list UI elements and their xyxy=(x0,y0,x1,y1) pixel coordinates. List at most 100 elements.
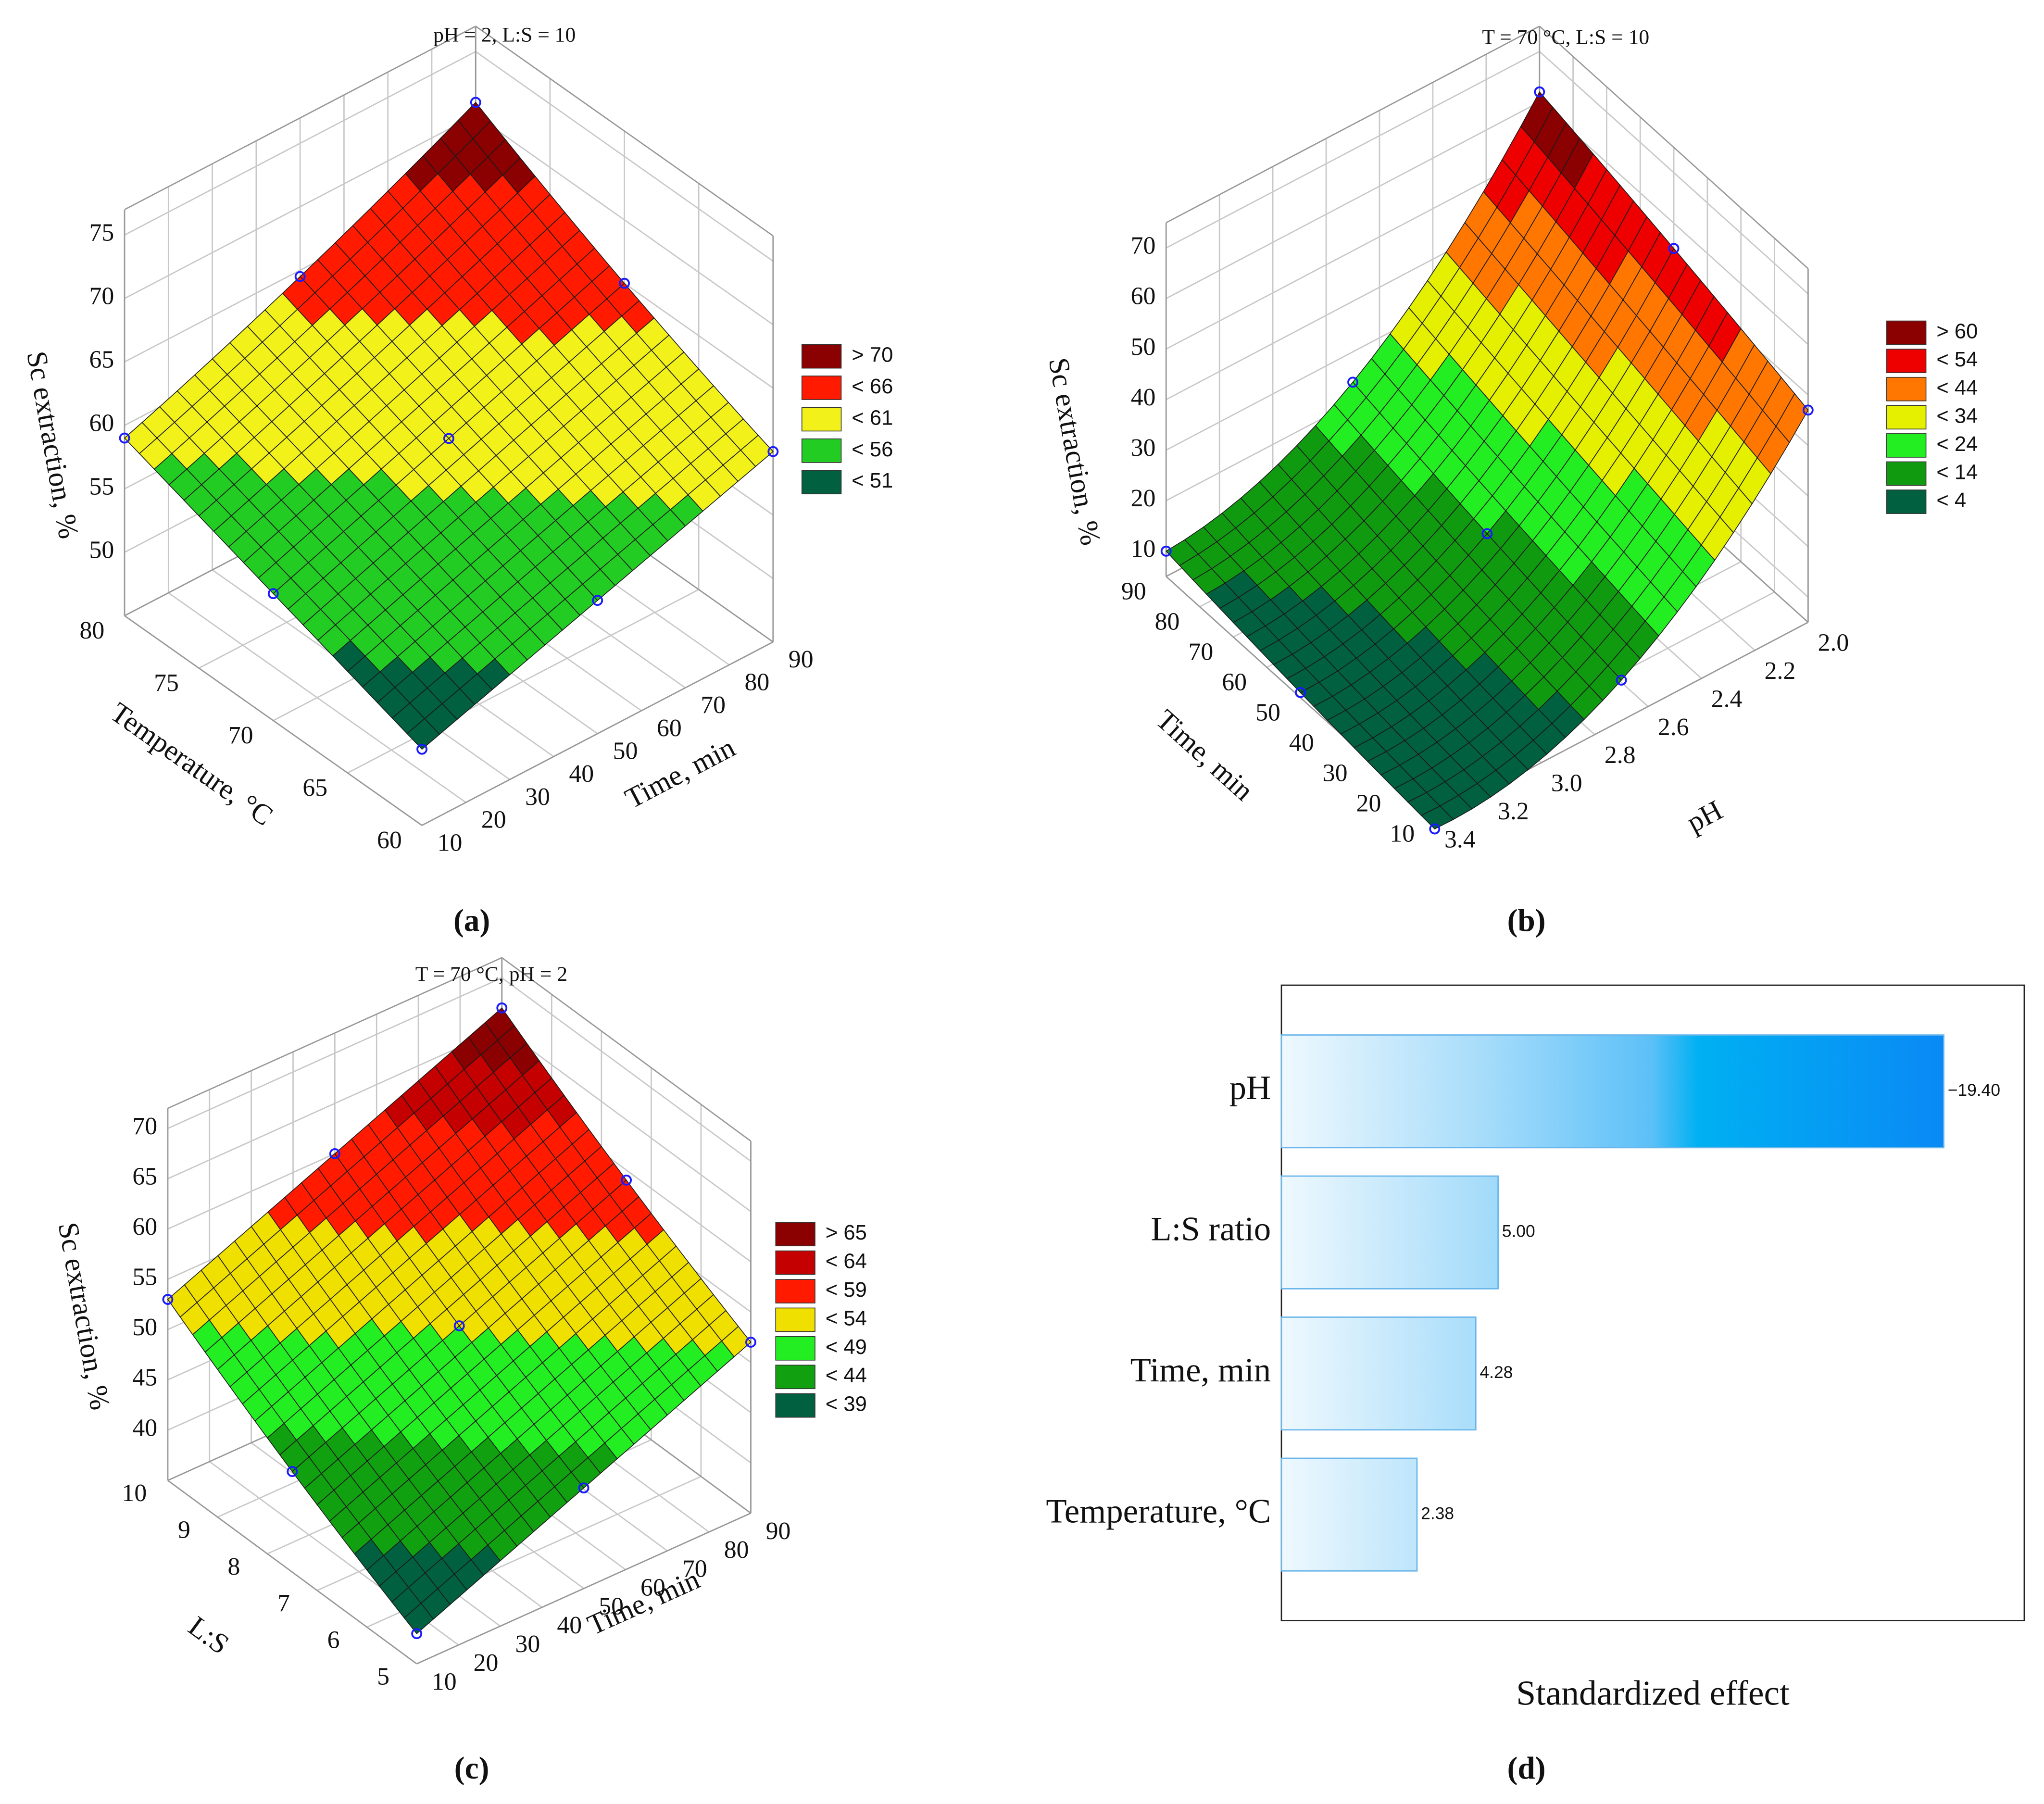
z-tick-label: 30 xyxy=(1131,434,1156,462)
z-tick-label: 70 xyxy=(1131,232,1156,260)
category-label: pH xyxy=(1229,1069,1271,1107)
z-axis-title: Sc extraction, % xyxy=(21,349,85,541)
y-tick-label: 50 xyxy=(613,738,638,765)
y-tick-label: 50 xyxy=(599,1593,624,1620)
legend-label: < 64 xyxy=(826,1250,867,1273)
y-tick-label: 10 xyxy=(438,829,463,856)
z-tick-label: 75 xyxy=(89,219,114,247)
z-tick-label: 20 xyxy=(1131,485,1156,512)
y-tick-label: 20 xyxy=(481,806,506,834)
x-tick-label: 30 xyxy=(1323,759,1348,787)
surface-point xyxy=(470,97,481,108)
z-tick-label: 65 xyxy=(132,1163,157,1190)
y-tick-label: 20 xyxy=(474,1649,499,1677)
x-axis-title: L:S xyxy=(183,1610,235,1661)
y-tick-label: 30 xyxy=(525,783,550,811)
box-edge xyxy=(501,957,752,1142)
surface-point xyxy=(619,277,630,289)
box-edge xyxy=(1166,25,1540,224)
legend-swatch xyxy=(1886,349,1927,374)
z-axis-title: Sc extraction, % xyxy=(52,1220,116,1412)
x-tick-label: 80 xyxy=(80,617,105,644)
legend-label: < 49 xyxy=(826,1336,867,1359)
x-tick-label: 9 xyxy=(178,1516,190,1544)
y-tick-label: 60 xyxy=(657,714,682,742)
x-axis-title: Temperature, °C xyxy=(105,696,279,832)
surface-point xyxy=(416,743,428,755)
z-tick-label: 40 xyxy=(132,1414,157,1441)
box-edge xyxy=(1539,25,1809,269)
surface-point xyxy=(267,588,279,600)
y-tick-label: 2.0 xyxy=(1818,629,1849,657)
z-tick-label: 60 xyxy=(89,410,114,437)
x-tick-label: 65 xyxy=(302,774,327,802)
legend-swatch xyxy=(1886,433,1927,458)
value-label: 4.28 xyxy=(1480,1363,1513,1382)
x-tick-label: 7 xyxy=(277,1590,290,1617)
legend-label: < 61 xyxy=(852,406,893,429)
wall-grid-line xyxy=(501,1027,752,1212)
legend-swatch xyxy=(775,1336,815,1361)
surface-cell xyxy=(403,1603,434,1634)
y-tick-label: 2.4 xyxy=(1711,685,1743,713)
x-tick-label: 10 xyxy=(1390,820,1415,847)
legend-swatch xyxy=(801,344,842,369)
surface-point xyxy=(592,595,603,606)
surface-point xyxy=(329,1148,340,1159)
wall-grid-line xyxy=(167,977,502,1129)
y-tick-label: 80 xyxy=(724,1536,749,1564)
x-tick-label: 5 xyxy=(377,1663,389,1691)
z-tick-label: 60 xyxy=(132,1213,157,1240)
y-tick-label: 10 xyxy=(432,1668,457,1695)
x-tick-label: 90 xyxy=(1121,577,1146,605)
y-tick-label: 60 xyxy=(640,1574,665,1602)
x-tick-label: 80 xyxy=(1155,608,1180,635)
legend-swatch xyxy=(1886,376,1927,401)
surface-point xyxy=(294,271,306,282)
z-tick-label: 55 xyxy=(132,1264,157,1291)
surface-point xyxy=(767,446,779,457)
x-tick-label: 60 xyxy=(1222,668,1247,696)
surface-point xyxy=(411,1628,423,1640)
surface-point xyxy=(453,1320,465,1331)
legend-swatch xyxy=(775,1279,815,1303)
legend-label: < 4 xyxy=(1936,489,1966,512)
y-tick-label: 30 xyxy=(515,1630,540,1658)
wall-grid-line xyxy=(1539,51,1809,295)
wall-grid-line xyxy=(124,51,476,236)
chart-title: pH = 2, L:S = 10 xyxy=(433,23,576,46)
legend-swatch xyxy=(775,1222,815,1247)
x-tick-label: 70 xyxy=(228,722,253,749)
legend-swatch xyxy=(801,376,842,400)
legend-label: < 54 xyxy=(1936,348,1978,371)
wall-grid-line xyxy=(167,1027,502,1179)
y-tick-label: 2.2 xyxy=(1765,657,1796,685)
surface-point xyxy=(287,1466,298,1478)
legend-swatch xyxy=(801,407,842,432)
surface-point xyxy=(119,432,130,444)
floor-grid-line xyxy=(168,592,466,803)
surface-cell xyxy=(1420,805,1455,829)
legend-label: < 34 xyxy=(1936,404,1978,427)
chart-title: T = 70 °C, pH = 2 xyxy=(415,963,567,986)
z-tick-label: 60 xyxy=(1131,283,1156,310)
bar xyxy=(1280,1034,1944,1149)
x-axis-title: Time, min xyxy=(1150,703,1260,807)
surface-point xyxy=(1534,86,1545,98)
z-tick-label: 40 xyxy=(1131,384,1156,411)
y-tick-label: 90 xyxy=(766,1517,791,1545)
x-tick-label: 60 xyxy=(377,827,402,854)
legend-swatch xyxy=(1886,461,1927,486)
z-tick-label: 45 xyxy=(132,1364,157,1391)
wall-grid-line xyxy=(124,114,476,299)
legend-swatch xyxy=(1886,489,1927,514)
z-tick-label: 50 xyxy=(89,537,114,564)
y-tick-label: 2.8 xyxy=(1605,741,1636,769)
value-label: −19.40 xyxy=(1948,1080,2000,1100)
y-axis-title: pH xyxy=(1681,794,1728,839)
box-edge xyxy=(475,25,774,237)
y-tick-label: 40 xyxy=(557,1612,582,1639)
legend-swatch xyxy=(801,438,842,463)
y-tick-label: 80 xyxy=(745,669,770,696)
